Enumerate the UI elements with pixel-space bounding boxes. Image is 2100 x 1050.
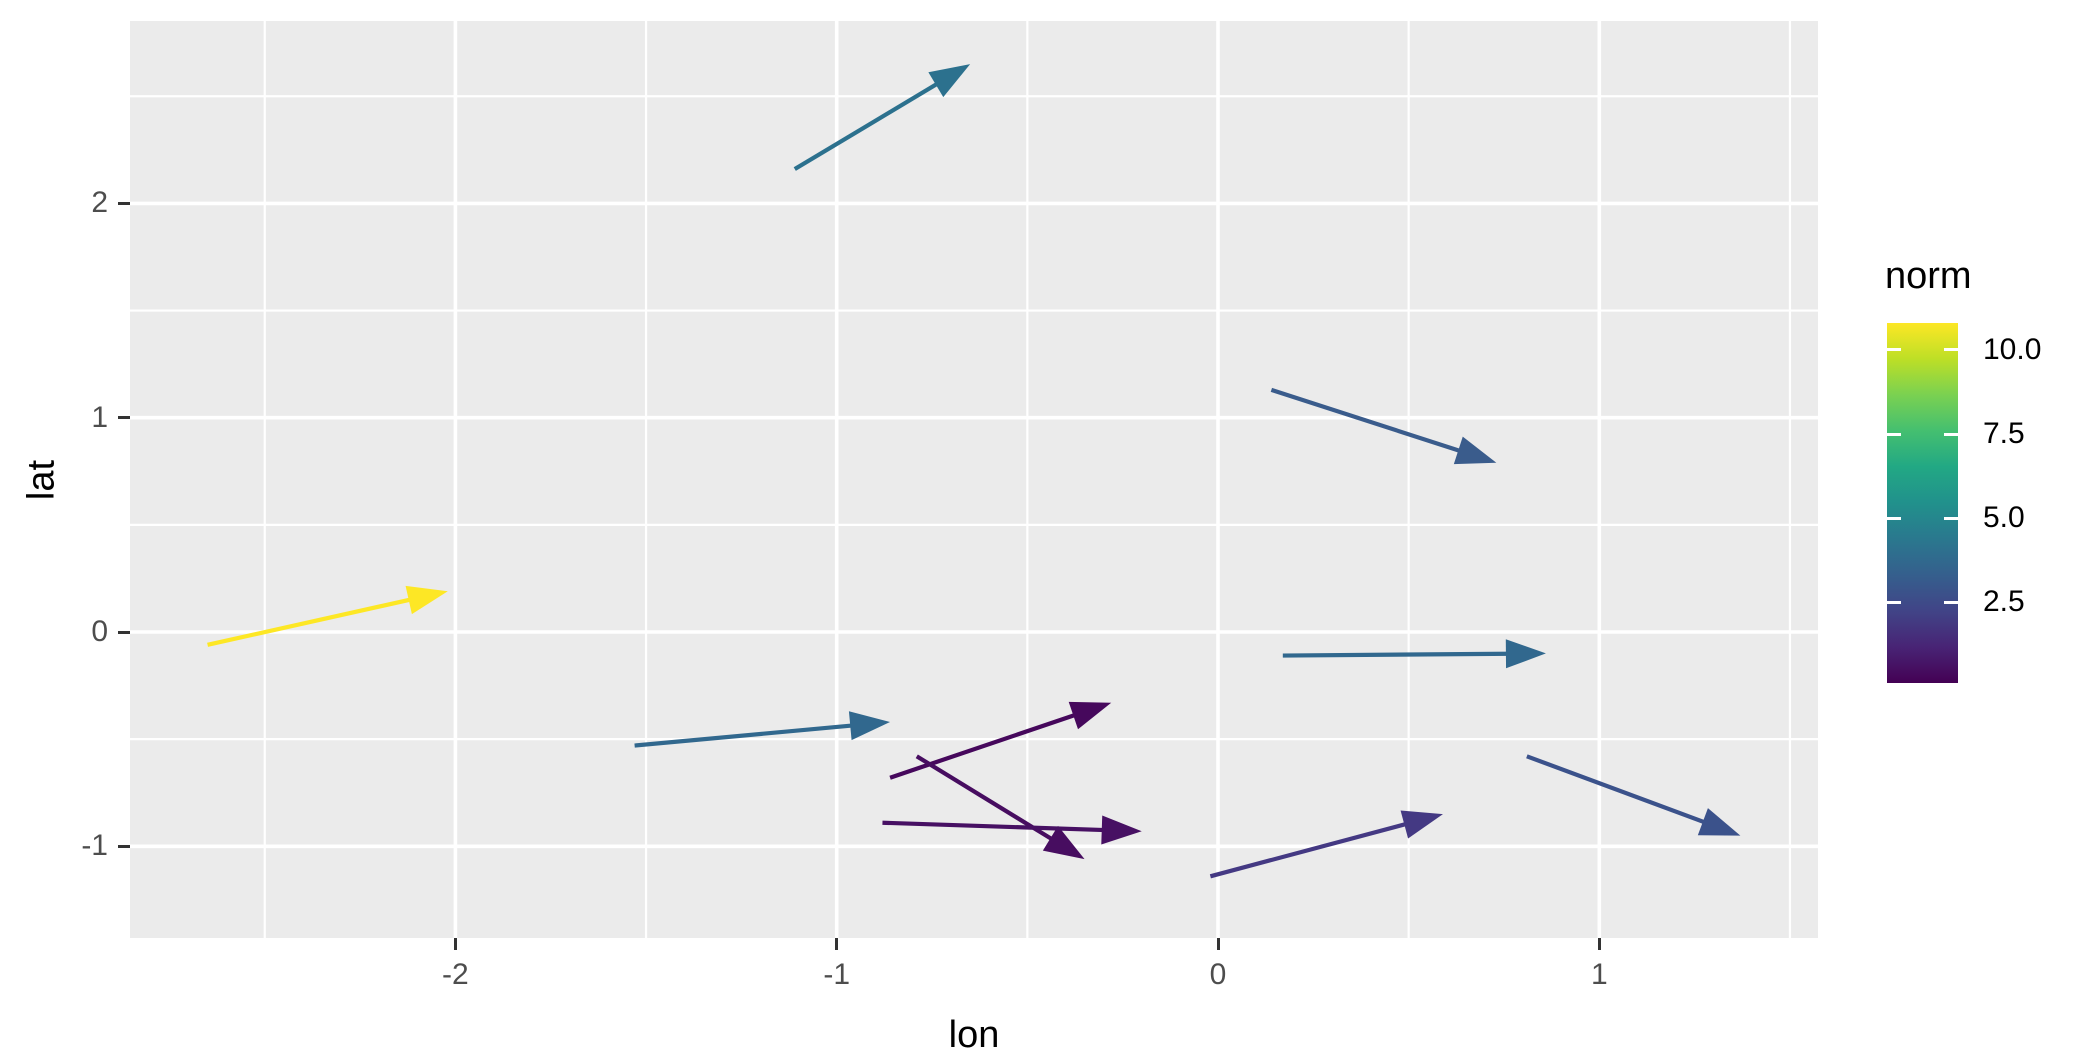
- x-axis-tick-label: 0: [1209, 958, 1227, 991]
- vector-arrow-shaft: [1282, 651, 1528, 658]
- vector-arrow: [889, 701, 1112, 780]
- x-axis-tick-mark: [835, 938, 839, 950]
- vector-arrow-head: [1101, 815, 1142, 845]
- y-axis-title: lat: [20, 459, 63, 500]
- vector-arrow-head: [928, 64, 971, 98]
- y-axis-tick-label: 2: [91, 186, 108, 220]
- vector-arrow: [915, 754, 1085, 860]
- vector-arrow-head: [1068, 701, 1112, 730]
- vector-arrow-shaft: [634, 721, 873, 748]
- vector-arrow: [1282, 639, 1546, 669]
- x-axis-tick-label: 1: [1590, 958, 1608, 991]
- legend-tick-mark: [1887, 600, 1901, 604]
- y-axis-tick-label: 1: [91, 400, 108, 434]
- x-axis-tick-mark: [1216, 938, 1220, 950]
- vector-arrow-head: [1042, 825, 1085, 860]
- vector-arrow: [1270, 387, 1497, 465]
- grid-major-lines: [130, 21, 1818, 938]
- legend-title: norm: [1885, 255, 1972, 297]
- legend-tick-mark: [1944, 600, 1958, 604]
- legend-tick-mark: [1887, 348, 1901, 352]
- y-axis-tick-mark: [118, 416, 130, 420]
- legend-tick-label: 7.5: [1983, 417, 2025, 451]
- grid-minor-lines: [130, 21, 1818, 938]
- y-axis-tick-mark: [118, 630, 130, 634]
- vector-arrow-head: [405, 585, 448, 615]
- legend-tick-mark: [1944, 432, 1958, 436]
- vector-arrow-head: [1453, 436, 1497, 465]
- vector-arrow-shaft: [882, 820, 1124, 833]
- x-axis-tick-label: -1: [823, 958, 851, 991]
- vector-arrow: [1526, 754, 1741, 836]
- vector-arrow-head: [1400, 810, 1443, 839]
- y-axis-tick-label: -1: [81, 829, 108, 863]
- vector-arrow-head: [1697, 808, 1741, 836]
- x-axis-tick-mark: [1597, 938, 1601, 950]
- y-axis-tick-label: 0: [91, 615, 108, 648]
- vector-arrow-shaft: [1526, 754, 1725, 832]
- legend-tick-mark: [1887, 432, 1901, 436]
- y-axis-tick-mark: [118, 201, 130, 205]
- vector-arrow: [207, 585, 448, 647]
- legend-tick-label: 2.5: [1983, 585, 2025, 619]
- vector-arrow-shaft: [1270, 387, 1480, 460]
- legend-tick-mark: [1887, 516, 1901, 520]
- vector-arrow-shaft: [207, 593, 431, 647]
- plot-panel: [130, 21, 1818, 938]
- y-axis-tick-mark: [118, 844, 130, 848]
- legend-tick-mark: [1944, 516, 1958, 520]
- x-axis-tick-label: -2: [442, 958, 469, 991]
- plot-canvas: [130, 21, 1818, 938]
- vector-arrow-shaft: [1209, 816, 1427, 879]
- legend-tick-label: 10.0: [1983, 332, 2042, 366]
- x-axis-title: lon: [948, 1014, 1000, 1050]
- vector-arrow-shaft: [889, 706, 1095, 780]
- legend-tick-label: 5.0: [1983, 501, 2025, 535]
- vector-arrow: [1209, 810, 1443, 879]
- x-axis-tick-mark: [453, 938, 457, 950]
- legend-colorbar: [1887, 323, 1958, 683]
- vector-arrow-head: [848, 711, 891, 741]
- vector-arrow: [793, 64, 971, 171]
- vector-arrow-shaft: [915, 754, 1071, 852]
- vector-arrow-head: [1505, 639, 1546, 669]
- vector-arrows: [207, 64, 1741, 879]
- vector-arrow: [634, 711, 891, 748]
- legend-tick-mark: [1944, 348, 1958, 352]
- vector-arrow: [882, 815, 1142, 845]
- vector-arrow-shaft: [793, 71, 956, 171]
